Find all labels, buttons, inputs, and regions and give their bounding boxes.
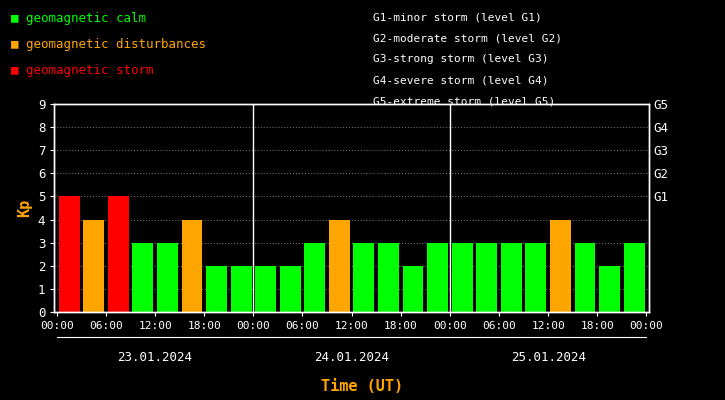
Bar — [476, 243, 497, 312]
Bar — [354, 243, 374, 312]
Bar — [329, 220, 349, 312]
Bar — [402, 266, 423, 312]
Bar — [550, 220, 571, 312]
Text: ■ geomagnetic disturbances: ■ geomagnetic disturbances — [11, 38, 206, 51]
Text: ■ geomagnetic storm: ■ geomagnetic storm — [11, 64, 154, 77]
Bar — [452, 243, 473, 312]
Bar — [206, 266, 227, 312]
Bar — [255, 266, 276, 312]
Bar — [599, 266, 620, 312]
Bar — [181, 220, 202, 312]
Bar — [574, 243, 595, 312]
Y-axis label: Kp: Kp — [17, 199, 33, 217]
Text: G5-extreme storm (level G5): G5-extreme storm (level G5) — [373, 97, 555, 107]
Bar — [427, 243, 448, 312]
Text: ■ geomagnetic calm: ■ geomagnetic calm — [11, 12, 146, 25]
Bar — [378, 243, 399, 312]
Bar — [83, 220, 104, 312]
Text: 25.01.2024: 25.01.2024 — [510, 351, 586, 364]
Text: 24.01.2024: 24.01.2024 — [314, 351, 389, 364]
Bar — [526, 243, 547, 312]
Text: G4-severe storm (level G4): G4-severe storm (level G4) — [373, 76, 549, 86]
Bar — [280, 266, 301, 312]
Text: Time (UT): Time (UT) — [321, 379, 404, 394]
Bar — [231, 266, 252, 312]
Text: 23.01.2024: 23.01.2024 — [117, 351, 193, 364]
Text: G2-moderate storm (level G2): G2-moderate storm (level G2) — [373, 33, 563, 43]
Text: G3-strong storm (level G3): G3-strong storm (level G3) — [373, 54, 549, 64]
Bar — [501, 243, 522, 312]
Text: G1-minor storm (level G1): G1-minor storm (level G1) — [373, 12, 542, 22]
Bar — [624, 243, 645, 312]
Bar — [133, 243, 153, 312]
Bar — [157, 243, 178, 312]
Bar — [59, 196, 80, 312]
Bar — [108, 196, 128, 312]
Bar — [304, 243, 326, 312]
